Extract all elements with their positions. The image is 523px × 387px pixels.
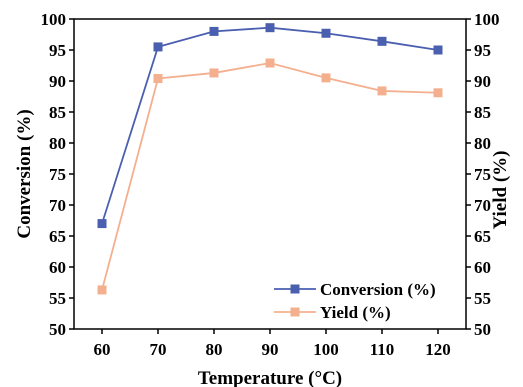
legend-marker-yield [290, 307, 300, 317]
right-y-tick-label: 80 [474, 134, 491, 153]
legend-entry-conversion: Conversion (%) [274, 280, 436, 299]
data-point-conversion [433, 45, 443, 55]
x-tick-label: 80 [206, 340, 223, 359]
legend: Conversion (%) Yield (%) [274, 280, 436, 322]
right-y-tick-label: 85 [474, 103, 491, 122]
right-y-axis-title: Yield (%) [490, 151, 511, 230]
data-point-yield [321, 73, 331, 83]
data-point-yield [433, 88, 443, 98]
data-point-conversion [153, 42, 163, 52]
series-line-yield [101, 62, 439, 291]
data-point-conversion [265, 23, 275, 33]
left-y-tick-label: 90 [49, 72, 66, 91]
right-y-tick-label: 55 [474, 289, 491, 308]
chart-marks [97, 23, 443, 295]
right-y-tick-label: 65 [474, 227, 491, 246]
left-y-axis: 50 55 60 65 70 75 80 85 90 95 100 [41, 10, 74, 339]
data-point-yield [377, 86, 387, 96]
x-axis: 60 70 80 90 100 110 120 [94, 329, 451, 359]
legend-label-yield: Yield (%) [320, 303, 391, 322]
left-y-tick-label: 65 [49, 227, 66, 246]
left-y-tick-label: 50 [49, 320, 66, 339]
x-tick-label: 60 [94, 340, 111, 359]
right-y-tick-label: 70 [474, 196, 491, 215]
right-y-tick-label: 100 [474, 10, 500, 29]
left-y-tick-label: 95 [49, 41, 66, 60]
left-y-tick-label: 70 [49, 196, 66, 215]
x-tick-label: 120 [425, 340, 451, 359]
x-tick-label: 100 [313, 340, 339, 359]
data-point-yield [265, 58, 275, 68]
data-point-conversion [97, 219, 107, 229]
left-y-tick-label: 75 [49, 165, 66, 184]
right-y-tick-label: 75 [474, 165, 491, 184]
left-y-tick-label: 100 [41, 10, 67, 29]
data-point-yield [153, 74, 163, 84]
x-tick-label: 110 [370, 340, 395, 359]
data-point-conversion [321, 28, 331, 38]
data-point-conversion [377, 36, 387, 46]
data-point-yield [97, 285, 107, 295]
right-y-tick-label: 50 [474, 320, 491, 339]
series-line-conversion [101, 26, 439, 224]
data-point-yield [209, 68, 219, 78]
data-point-conversion [209, 26, 219, 36]
left-y-axis-title: Conversion (%) [14, 109, 35, 238]
x-tick-label: 90 [262, 340, 279, 359]
right-y-axis: 50 55 60 65 70 75 80 85 90 95 100 [466, 10, 500, 339]
left-y-tick-label: 60 [49, 258, 66, 277]
x-axis-title: Temperature (°C) [198, 368, 342, 387]
right-y-tick-label: 60 [474, 258, 491, 277]
left-y-tick-label: 85 [49, 103, 66, 122]
left-y-tick-label: 80 [49, 134, 66, 153]
legend-entry-yield: Yield (%) [274, 303, 391, 322]
legend-marker-conversion [290, 284, 300, 294]
left-y-tick-label: 55 [49, 289, 66, 308]
right-y-tick-label: 90 [474, 72, 491, 91]
x-tick-label: 70 [150, 340, 167, 359]
legend-label-conversion: Conversion (%) [320, 280, 436, 299]
right-y-tick-label: 95 [474, 41, 491, 60]
